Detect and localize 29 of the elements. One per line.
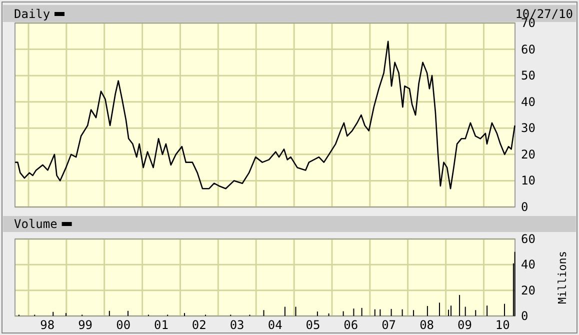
y-tick-label: 50 [521,68,536,83]
chart-title: Volume [14,217,58,231]
text: 10/27/10 [515,7,573,21]
chart-title: Daily [14,7,50,21]
y-tick-label: 20 [521,147,536,162]
x-tick-label: 00 [116,318,131,332]
y-tick-label: 40 [521,258,536,272]
x-tick-label: 99 [78,318,93,332]
x-tick-label: 03 [230,318,244,332]
line-series [14,40,516,190]
x-tick-label: 09 [458,318,472,332]
y-tick-label: 40 [521,94,536,109]
y-tick-label: 20 [521,283,536,298]
x-tick-label: 08 [420,318,434,332]
y-tick-label: 60 [521,232,536,246]
y-axis-title: Millions [556,251,569,304]
x-tick-label: 01 [154,318,168,332]
x-tick-label: 05 [306,318,320,332]
y-tick-label: 0 [521,200,528,214]
y-tick-label: 10 [521,174,536,188]
x-tick-label: 06 [344,318,358,332]
x-tick-label: 98 [40,318,55,332]
y-tick-label: 0 [521,309,528,323]
x-tick-label: 10 [495,318,510,332]
y-tick-label: 60 [521,42,536,56]
x-tick-label: 02 [192,318,206,332]
x-tick-label: 04 [268,318,282,332]
x-tick-label: 07 [382,318,396,332]
y-tick-label: 30 [521,121,536,136]
